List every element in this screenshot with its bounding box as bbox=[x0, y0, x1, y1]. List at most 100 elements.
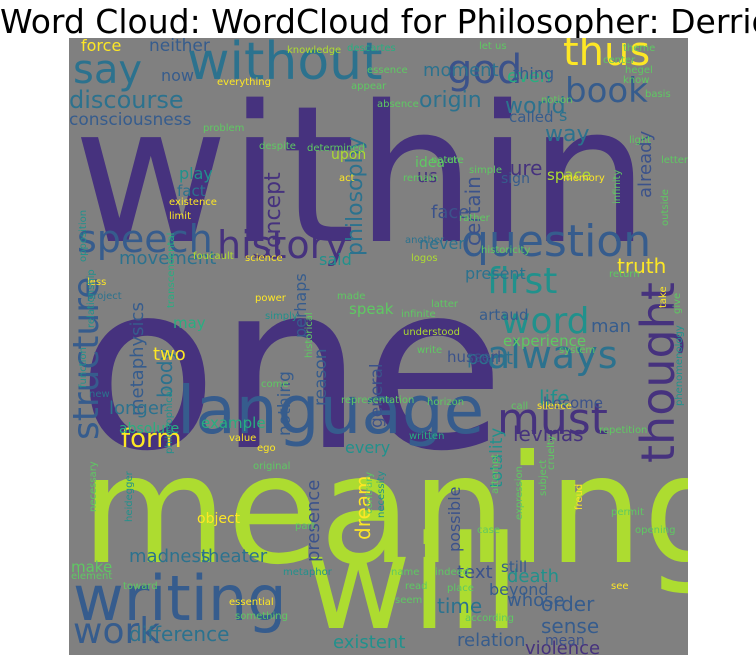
cloud-word: concept bbox=[261, 172, 286, 260]
cloud-word: basis bbox=[645, 89, 671, 100]
cloud-word: name bbox=[391, 567, 420, 578]
cloud-word: place bbox=[447, 583, 474, 594]
cloud-word: memory bbox=[563, 173, 605, 184]
cloud-word: freud bbox=[574, 483, 585, 510]
cloud-word: death bbox=[507, 566, 559, 587]
cloud-word: historical bbox=[304, 312, 315, 358]
cloud-word: limit bbox=[169, 211, 191, 222]
cloud-word: text bbox=[457, 562, 493, 583]
cloud-word: know bbox=[623, 75, 650, 86]
cloud-word: nature bbox=[431, 155, 464, 166]
cloud-word: see bbox=[611, 581, 629, 592]
cloud-word: origin bbox=[419, 88, 482, 113]
cloud-word: take bbox=[658, 286, 669, 308]
cloud-word: determined bbox=[307, 143, 365, 154]
cloud-word: form bbox=[121, 424, 182, 454]
cloud-word: every bbox=[345, 438, 391, 457]
cloud-word: levinas bbox=[513, 422, 584, 446]
cloud-word: philosophical bbox=[164, 388, 175, 454]
cloud-word: experience bbox=[503, 332, 587, 350]
cloud-word: point bbox=[467, 348, 513, 369]
cloud-word: question bbox=[461, 216, 652, 267]
cloud-word: light bbox=[629, 135, 652, 146]
cloud-word: always bbox=[487, 333, 618, 377]
cloud-word: movement bbox=[119, 248, 217, 269]
cloud-word: metaphor bbox=[283, 567, 332, 578]
cloud-word: become bbox=[543, 394, 604, 412]
cloud-word: reason bbox=[311, 348, 331, 406]
cloud-word: writing bbox=[73, 562, 287, 635]
cloud-word: seem bbox=[395, 595, 423, 606]
cloud-word: work bbox=[73, 611, 161, 652]
cloud-word: order bbox=[541, 592, 595, 616]
cloud-word: value bbox=[229, 433, 257, 444]
cloud-word: everything bbox=[217, 77, 271, 88]
cloud-word: part bbox=[295, 521, 316, 532]
cloud-word: us bbox=[417, 166, 438, 187]
cloud-word: ego bbox=[257, 443, 276, 454]
cloud-word: necessary bbox=[88, 461, 99, 512]
cloud-word: longer bbox=[109, 398, 167, 419]
cloud-word: within bbox=[73, 65, 650, 286]
cloud-word: now bbox=[161, 66, 195, 85]
cloud-word: called bbox=[509, 108, 554, 126]
cloud-word: language bbox=[177, 372, 485, 449]
cloud-word: may bbox=[173, 314, 206, 332]
cloud-word: notion bbox=[541, 95, 573, 106]
cloud-word: madness bbox=[129, 546, 211, 567]
cloud-word: subject bbox=[538, 459, 549, 496]
cloud-word: historicity bbox=[481, 245, 531, 256]
cloud-word: idea bbox=[415, 155, 445, 171]
cloud-word: said bbox=[319, 250, 352, 269]
cloud-word: speak bbox=[349, 300, 394, 318]
cloud-word: moment bbox=[423, 60, 499, 81]
cloud-word: still bbox=[501, 558, 528, 576]
cloud-word: even bbox=[507, 66, 552, 87]
cloud-word: thus bbox=[563, 38, 651, 75]
cloud-word: meaning bbox=[81, 424, 688, 598]
cloud-word: foucault bbox=[193, 251, 234, 262]
cloud-word: must bbox=[497, 394, 608, 445]
cloud-word: fact bbox=[177, 182, 206, 200]
cloud-word: first bbox=[487, 261, 558, 302]
cloud-word: pure bbox=[497, 156, 543, 180]
cloud-word: give bbox=[672, 292, 683, 314]
cloud-word: power bbox=[255, 293, 286, 304]
cloud-word: contrary bbox=[364, 471, 375, 514]
cloud-word: expression bbox=[514, 466, 525, 520]
cloud-word: speech bbox=[77, 217, 213, 261]
cloud-word: absence bbox=[377, 99, 419, 110]
cloud-word: relationship bbox=[86, 269, 97, 328]
cloud-word: permit bbox=[611, 507, 644, 518]
cloud-word: history bbox=[217, 223, 348, 267]
cloud-word: made bbox=[337, 291, 366, 302]
cloud-word: theme bbox=[623, 43, 656, 54]
cloud-word: call bbox=[511, 401, 529, 412]
cloud-word: difference bbox=[129, 622, 230, 646]
cloud-word: act bbox=[339, 173, 355, 184]
cloud-word: absolute bbox=[119, 421, 180, 437]
cloud-word: beyond bbox=[489, 580, 549, 599]
chart-title: Word Cloud: WordCloud for Philosopher: D… bbox=[0, 2, 756, 41]
cloud-word: original bbox=[253, 461, 291, 472]
cloud-word: new bbox=[89, 389, 110, 400]
cloud-word: come bbox=[261, 379, 289, 390]
cloud-word: existence bbox=[169, 197, 217, 208]
cloud-word: etc bbox=[447, 155, 463, 166]
cloud-word: infinity bbox=[612, 169, 623, 204]
cloud-word: horizon bbox=[427, 397, 465, 408]
cloud-word: read bbox=[405, 581, 428, 592]
cloud-word: sense bbox=[541, 614, 600, 638]
cloud-word: object bbox=[197, 511, 241, 527]
cloud-word: world bbox=[505, 94, 566, 119]
cloud-word: silence bbox=[537, 401, 572, 412]
cloud-word: way bbox=[545, 122, 590, 147]
cloud-word: something bbox=[235, 611, 288, 622]
cloud-word: hegel bbox=[625, 65, 653, 76]
cloud-word: husserl bbox=[447, 348, 502, 366]
cloud-word: play bbox=[179, 164, 213, 183]
cloud-word: artaud bbox=[479, 306, 529, 324]
cloud-word: without bbox=[187, 38, 383, 92]
cloud-word: remain bbox=[403, 173, 439, 184]
cloud-word: science bbox=[245, 253, 283, 264]
